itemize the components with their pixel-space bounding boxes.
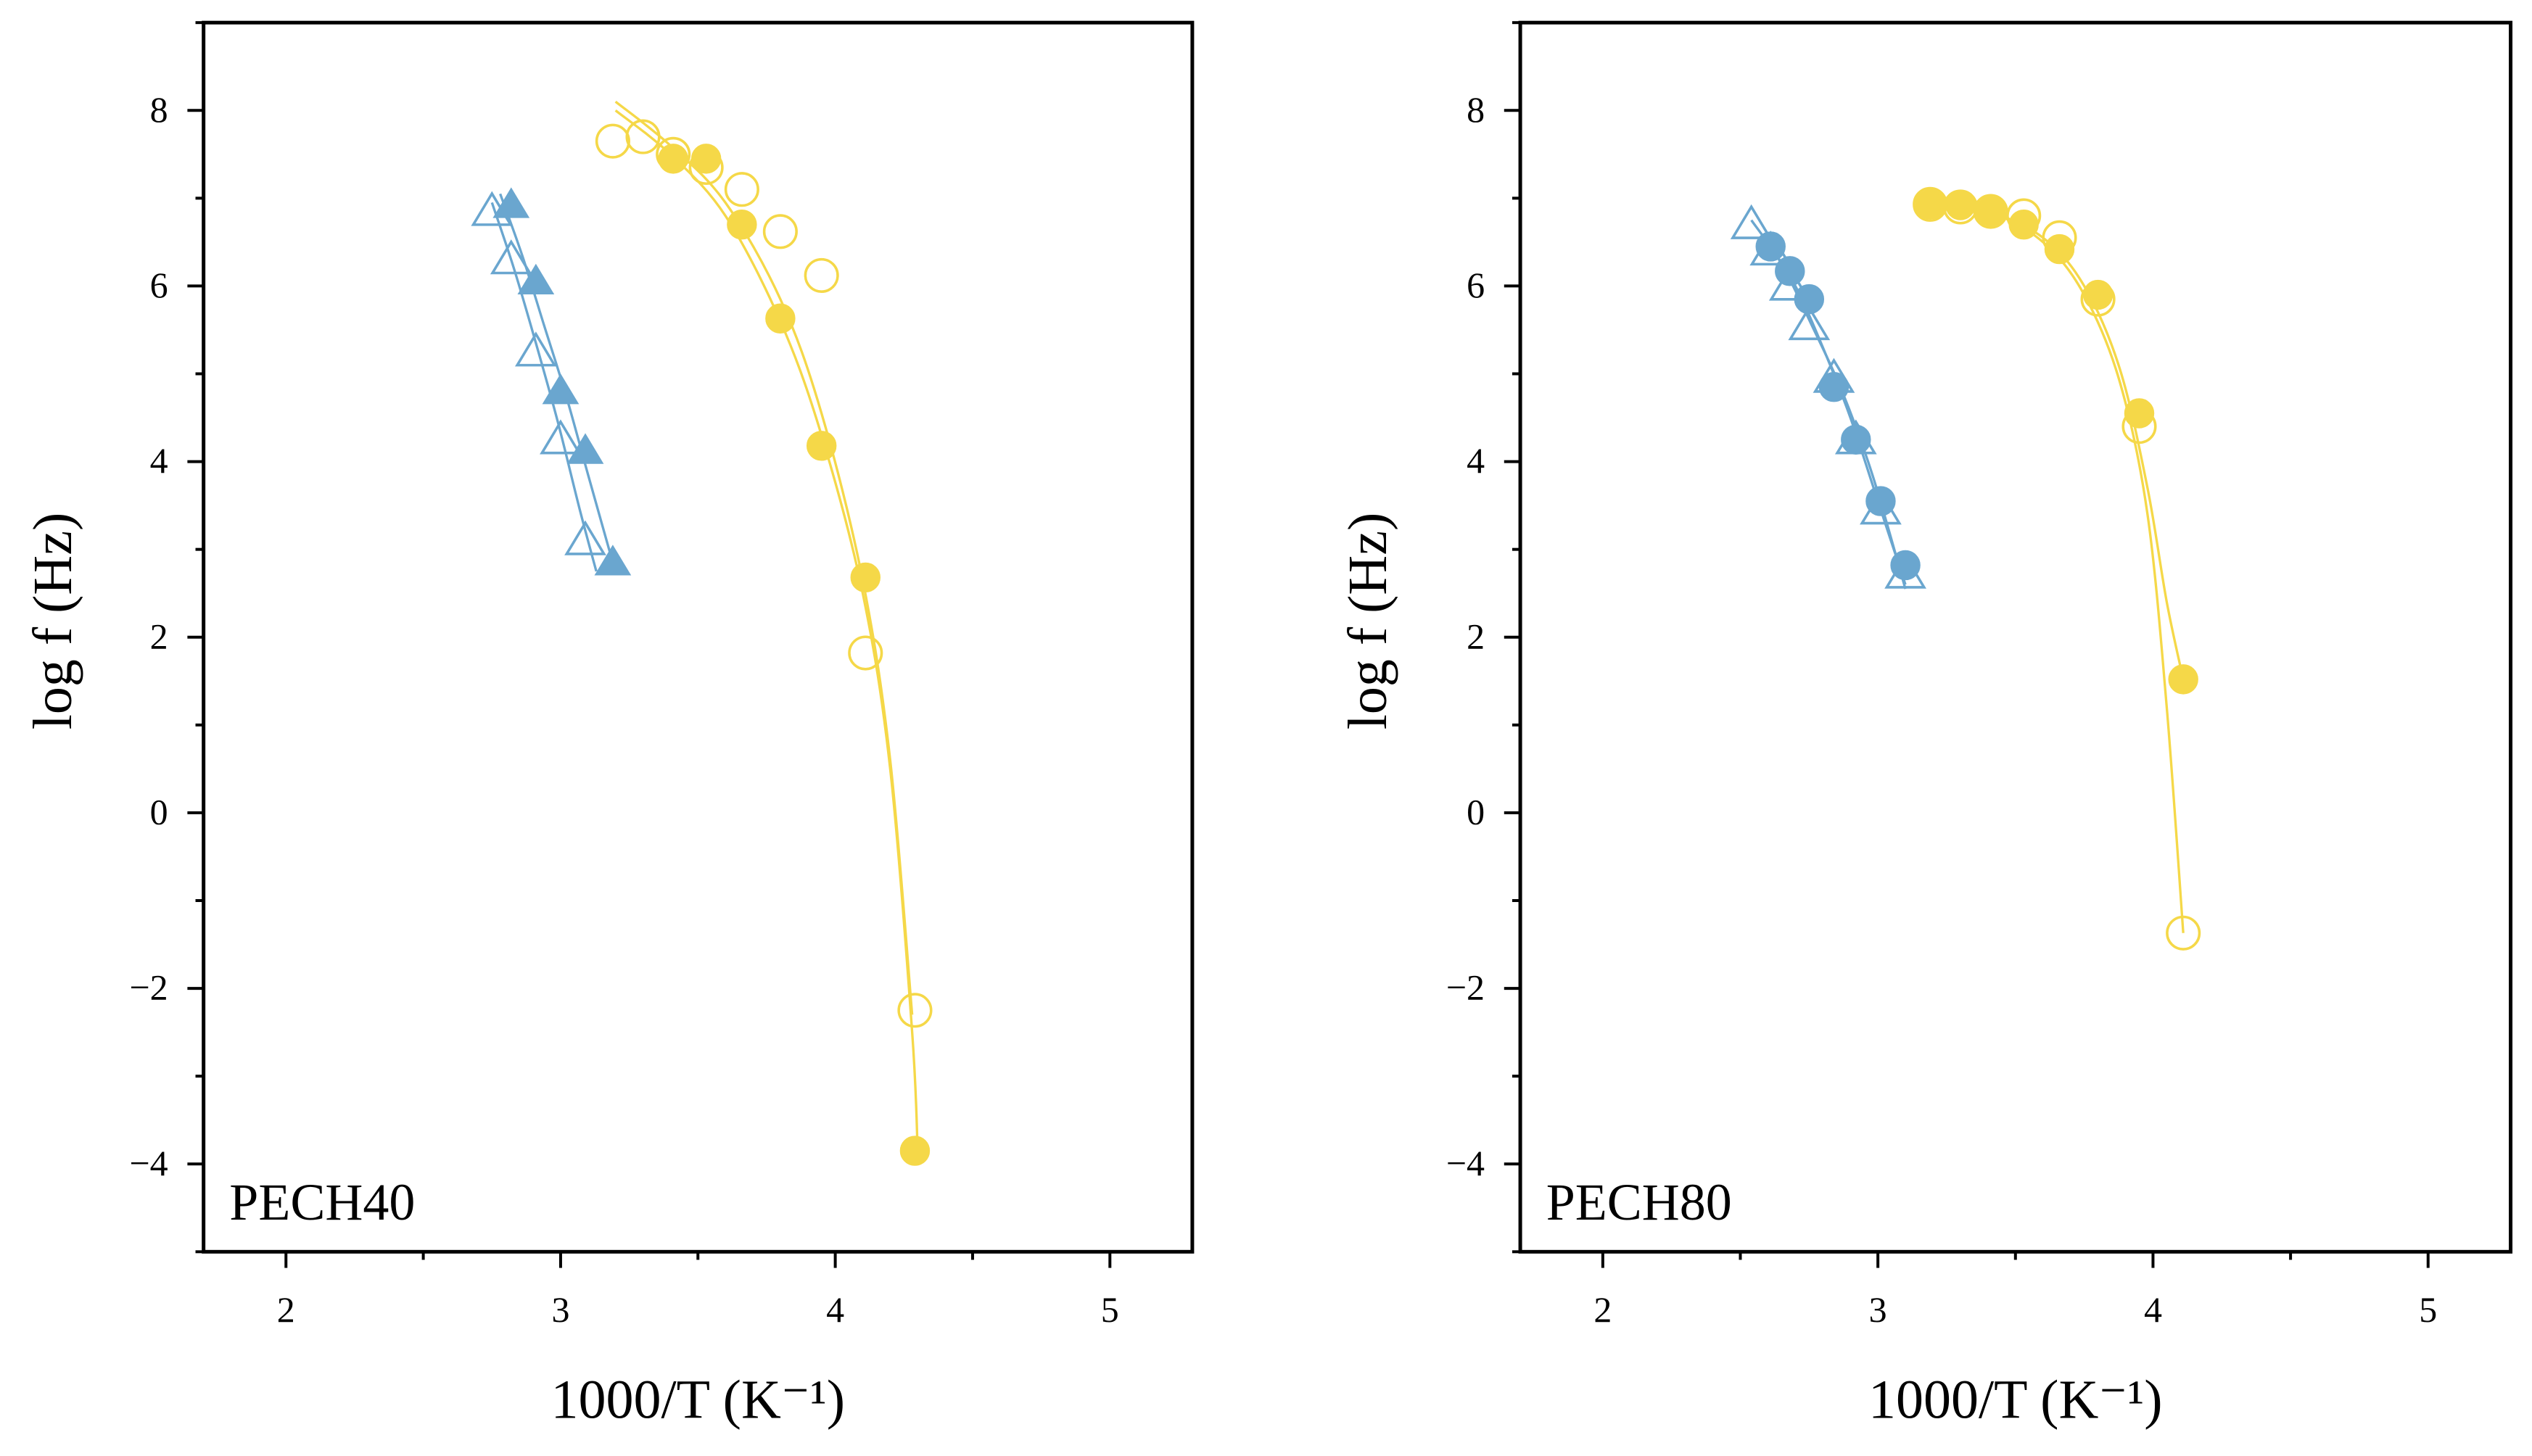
y-tick-label: 4	[1467, 440, 1485, 481]
data-point-circle	[850, 562, 881, 593]
y-axis-title: log f (Hz)	[1337, 513, 1398, 730]
y-tick-label: −4	[129, 1143, 168, 1183]
fit-line	[1767, 241, 1907, 585]
data-point-circle	[727, 209, 757, 240]
data-point-triangle	[514, 331, 557, 367]
data-point-circle	[1890, 550, 1921, 581]
data-point-triangle	[540, 419, 582, 455]
fit-line	[490, 202, 598, 572]
y-tick-label: 0	[1467, 792, 1485, 832]
y-axis-title: log f (Hz)	[22, 513, 83, 730]
fit-line	[499, 193, 614, 563]
y-tick-label: 0	[150, 792, 168, 832]
x-tick-label: 4	[826, 1289, 844, 1330]
y-tick-label: 8	[1467, 89, 1485, 130]
data-point-circle	[897, 993, 933, 1028]
data-point-triangle	[566, 433, 604, 464]
data-point-triangle	[594, 545, 632, 576]
x-tick-label: 3	[1869, 1289, 1887, 1330]
data-point-circle	[2168, 664, 2198, 695]
y-tick-label: 2	[150, 616, 168, 656]
data-point-triangle	[471, 191, 514, 226]
x-tick-label: 5	[1101, 1289, 1119, 1330]
data-point-triangle	[1788, 305, 1831, 341]
x-axis-title: 1000/T (K⁻¹)	[1868, 1370, 2163, 1431]
data-point-circle	[658, 144, 688, 174]
data-point-circle	[1945, 190, 1976, 220]
x-tick-label: 4	[2144, 1289, 2162, 1330]
data-point-circle	[1841, 424, 1871, 455]
data-point-circle	[765, 303, 796, 334]
x-tick-label: 2	[1593, 1289, 1612, 1330]
y-tick-label: 6	[150, 265, 168, 305]
data-point-triangle	[490, 239, 532, 275]
data-point-triangle	[517, 263, 555, 295]
data-point-circle	[625, 119, 661, 154]
data-point-circle	[690, 144, 722, 174]
data-point-circle	[724, 172, 759, 207]
data-point-circle	[2008, 209, 2039, 240]
data-point-circle	[1755, 231, 1786, 262]
data-point-triangle	[492, 187, 530, 218]
data-point-circle	[1818, 371, 1849, 402]
x-tick-label: 3	[551, 1289, 569, 1330]
y-tick-label: −2	[1446, 967, 1485, 1008]
data-point-circle	[2166, 915, 2201, 951]
data-point-triangle	[1768, 265, 1811, 301]
data-point-circle	[688, 149, 724, 186]
data-point-circle	[1865, 486, 1896, 516]
data-point-triangle	[564, 520, 606, 555]
y-tick-label: 8	[150, 89, 168, 130]
data-point-circle	[2124, 398, 2155, 429]
data-point-circle	[806, 431, 837, 461]
data-point-circle	[1775, 256, 1805, 286]
data-point-triangle	[1730, 204, 1773, 239]
data-point-circle	[595, 123, 630, 159]
y-tick-label: −4	[1446, 1143, 1485, 1183]
fit-line	[614, 100, 914, 1015]
x-axis-title: 1000/T (K⁻¹)	[550, 1370, 845, 1431]
data-point-circle	[1915, 189, 1945, 220]
plot-frame	[1518, 20, 2513, 1254]
y-tick-label: −2	[129, 967, 168, 1008]
chart-panel-pech80: 2 3 4 5 −4 −2 0 2 4 6 8 1000/T (K⁻¹) log f (Hz) PECH8…	[1337, 20, 2513, 1431]
plot-frame	[202, 20, 1195, 1254]
y-tick-label: 6	[1467, 265, 1485, 305]
data-point-circle	[2082, 279, 2114, 310]
data-point-circle	[2044, 233, 2075, 265]
data-point-circle	[1975, 196, 2006, 227]
fit-line	[1929, 201, 2185, 933]
x-tick-label: 2	[277, 1289, 295, 1330]
y-tick-label: 4	[150, 440, 168, 481]
panel-label: PECH40	[229, 1173, 415, 1231]
data-point-triangle	[542, 373, 580, 405]
y-tick-label: 2	[1467, 616, 1485, 656]
data-point-circle	[656, 136, 691, 172]
panel-label: PECH80	[1546, 1173, 1732, 1231]
data-point-circle	[848, 635, 883, 671]
data-point-circle	[804, 257, 839, 293]
chart-panel-pech40: 2 3 4 5 −4 −2 0 2 4 6 8 1000/T (K⁻¹) log f (Hz) PECH4…	[22, 20, 1195, 1431]
data-point-circle	[762, 214, 798, 249]
fit-line	[1750, 219, 1907, 590]
data-point-circle	[1794, 284, 1825, 315]
x-tick-label: 5	[2419, 1289, 2437, 1330]
data-point-circle	[899, 1136, 931, 1166]
